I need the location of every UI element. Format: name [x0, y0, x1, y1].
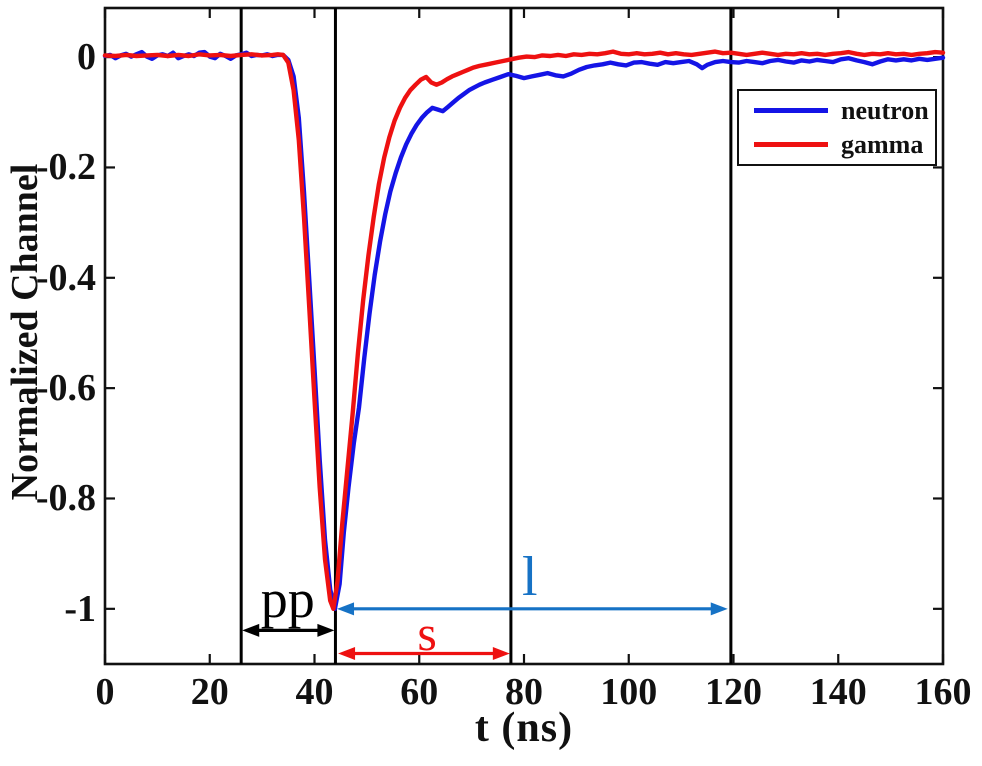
y-tick-label: -0.4 [35, 256, 96, 299]
annotation-label-pp: pp [260, 568, 315, 629]
x-axis-label: t (ns) [474, 705, 574, 751]
annotation-label-s: s [417, 605, 437, 662]
arrowhead-right-l [710, 602, 728, 616]
y-tick-label: -1 [64, 587, 96, 630]
y-tick-label: -0.8 [35, 477, 96, 520]
x-tick-label: 80 [505, 671, 543, 713]
x-tick-label: 160 [914, 671, 972, 713]
arrowhead-left-s [338, 647, 356, 661]
legend-label-gamma: gamma [841, 129, 924, 159]
arrowhead-right-pp [317, 623, 335, 637]
legend-label-neutron: neutron [841, 95, 929, 125]
x-tick-label: 40 [295, 671, 334, 713]
neutron-line-swatch [754, 108, 828, 113]
x-tick-label: 20 [190, 671, 229, 713]
y-tick-label: -0.6 [35, 367, 96, 410]
legend-item-gamma: gamma [754, 130, 935, 160]
arrowhead-right-s [492, 647, 510, 661]
x-tick-label: 120 [705, 671, 762, 713]
annotation-label-l: l [521, 545, 538, 608]
x-tick-label: 100 [600, 671, 658, 713]
arrowhead-left-pp [242, 623, 260, 637]
y-tick-label: -0.2 [35, 146, 96, 189]
gamma-curve [102, 49, 946, 611]
gamma-line-swatch [754, 142, 828, 147]
y-axis-label: Normalized Channel [4, 163, 46, 501]
arrowhead-left-l [337, 602, 355, 616]
x-tick-label: 140 [809, 671, 867, 713]
x-tick-label: 60 [400, 671, 439, 713]
x-tick-label: 0 [95, 671, 115, 713]
legend: neutron gamma [737, 89, 937, 166]
y-tick-label: 0 [77, 36, 96, 79]
legend-item-neutron: neutron [754, 96, 935, 126]
